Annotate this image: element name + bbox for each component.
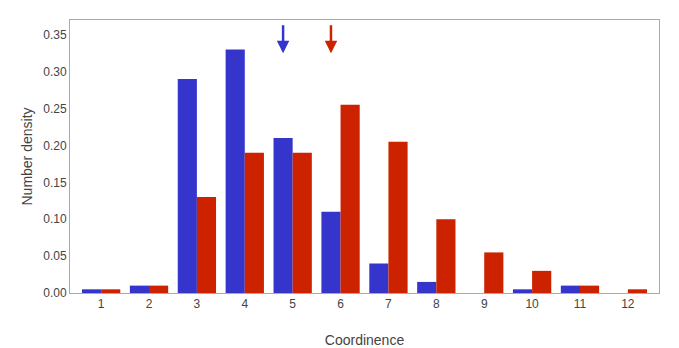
svg-text:7: 7 xyxy=(385,297,392,311)
svg-text:12: 12 xyxy=(621,297,635,311)
svg-text:1: 1 xyxy=(98,297,105,311)
svg-text:9: 9 xyxy=(481,297,488,311)
svg-text:8: 8 xyxy=(433,297,440,311)
svg-text:0.15: 0.15 xyxy=(43,176,67,190)
svg-text:10: 10 xyxy=(525,297,539,311)
svg-text:4: 4 xyxy=(241,297,248,311)
svg-text:0.00: 0.00 xyxy=(43,286,67,300)
svg-text:0.05: 0.05 xyxy=(43,249,67,263)
svg-text:0.20: 0.20 xyxy=(43,139,67,153)
svg-text:0.10: 0.10 xyxy=(43,212,67,226)
svg-text:0.30: 0.30 xyxy=(43,65,67,79)
svg-text:Number density: Number density xyxy=(19,107,35,205)
svg-text:Coordinence: Coordinence xyxy=(325,332,405,348)
svg-text:5: 5 xyxy=(289,297,296,311)
svg-text:11: 11 xyxy=(574,297,587,311)
svg-text:2: 2 xyxy=(146,297,153,311)
svg-text:0.25: 0.25 xyxy=(43,102,67,116)
svg-text:0.35: 0.35 xyxy=(43,28,67,42)
svg-text:6: 6 xyxy=(337,297,344,311)
svg-text:3: 3 xyxy=(194,297,201,311)
